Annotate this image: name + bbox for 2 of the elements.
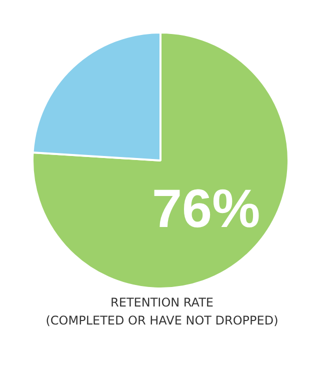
data-label: 76% (152, 179, 260, 240)
text: RETENTION RATE (COMPLETED OR HAVE NOT DROPPED) (46, 296, 278, 328)
